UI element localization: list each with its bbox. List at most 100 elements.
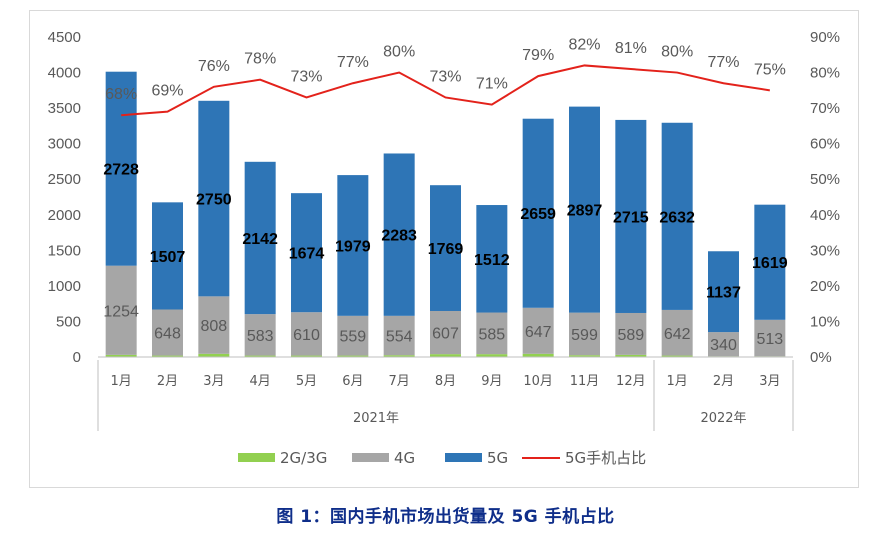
bar-5g bbox=[244, 161, 276, 315]
data-label-4g: 589 bbox=[617, 327, 644, 344]
bar-5g bbox=[430, 185, 461, 311]
bar-4g bbox=[754, 319, 786, 357]
y-right-tick-label: 10% bbox=[810, 313, 840, 330]
data-label-5g: 1512 bbox=[474, 252, 510, 269]
y-right-tick-label: 60% bbox=[810, 136, 840, 153]
y-right-tick-label: 0% bbox=[810, 349, 832, 366]
bar-4g bbox=[383, 315, 415, 356]
line-data-label: 79% bbox=[522, 47, 554, 64]
bar-5g bbox=[708, 251, 739, 333]
bar-5g bbox=[476, 205, 508, 313]
data-label-4g: 1254 bbox=[103, 303, 139, 320]
data-label-4g: 554 bbox=[386, 329, 413, 346]
bar-2g3g bbox=[615, 354, 647, 357]
x-tick-label: 4月 bbox=[250, 374, 271, 389]
bar-4g bbox=[244, 314, 276, 356]
line-data-label: 80% bbox=[661, 44, 693, 61]
bar-5g bbox=[152, 202, 183, 310]
x-tick-label: 9月 bbox=[481, 374, 502, 389]
y-left-tick-label: 1500 bbox=[48, 242, 81, 259]
x-tick-label: 3月 bbox=[759, 374, 780, 389]
data-label-4g: 648 bbox=[154, 326, 181, 343]
x-tick-label: 1月 bbox=[667, 374, 688, 389]
data-label-4g: 647 bbox=[525, 324, 552, 341]
data-label-4g: 607 bbox=[432, 326, 459, 343]
line-data-label: 77% bbox=[707, 54, 739, 71]
bar-2g3g bbox=[661, 355, 693, 357]
y-right-tick-label: 40% bbox=[810, 207, 840, 224]
line-data-label: 75% bbox=[754, 61, 786, 78]
line-data-label: 80% bbox=[383, 44, 415, 61]
y-left-tick-label: 2500 bbox=[48, 171, 81, 188]
data-label-5g: 1769 bbox=[428, 241, 464, 258]
x-tick-label: 5月 bbox=[296, 374, 317, 389]
bar-5g bbox=[522, 118, 554, 308]
data-label-4g: 808 bbox=[200, 318, 227, 335]
legend-swatch bbox=[445, 453, 482, 462]
y-right-tick-label: 30% bbox=[810, 242, 840, 259]
data-label-5g: 2897 bbox=[567, 203, 603, 220]
data-label-5g: 1507 bbox=[150, 249, 186, 266]
line-data-label: 76% bbox=[198, 58, 230, 75]
bar-5g bbox=[569, 106, 600, 313]
figure-caption: 图 1：国内手机市场出货量及 5G 手机占比 bbox=[276, 507, 615, 527]
y-right-tick-label: 70% bbox=[810, 100, 840, 117]
x-tick-label: 2月 bbox=[713, 374, 734, 389]
data-label-5g: 2659 bbox=[520, 206, 556, 223]
data-label-5g: 2728 bbox=[103, 162, 139, 179]
bar-4g bbox=[476, 312, 508, 355]
bar-4g bbox=[291, 312, 322, 356]
legend-swatch bbox=[238, 453, 275, 462]
line-data-label: 82% bbox=[568, 36, 600, 53]
line-data-label: 77% bbox=[337, 54, 369, 71]
bar-4g bbox=[569, 312, 600, 356]
y-left-tick-label: 0 bbox=[73, 349, 81, 366]
bar-2g3g bbox=[430, 354, 461, 357]
y-left-tick-label: 2000 bbox=[48, 207, 81, 224]
line-5g-share bbox=[121, 64, 770, 117]
data-label-4g: 585 bbox=[478, 326, 505, 343]
line-data-label: 69% bbox=[151, 83, 183, 100]
y-left-tick-label: 4000 bbox=[48, 65, 81, 82]
data-label-5g: 2715 bbox=[613, 209, 649, 226]
y-left-tick-label: 1000 bbox=[48, 278, 81, 295]
bar-4g bbox=[152, 309, 183, 356]
x-tick-label: 11月 bbox=[570, 374, 600, 389]
bar-5g bbox=[661, 122, 693, 310]
bar-5g bbox=[754, 204, 786, 320]
bar-2g3g bbox=[105, 354, 137, 357]
bar-2g3g bbox=[198, 353, 230, 357]
y-right-tick-label: 80% bbox=[810, 65, 840, 82]
legend-label: 2G/3G bbox=[280, 449, 327, 467]
bar-5g bbox=[291, 193, 322, 313]
bar-5g bbox=[615, 119, 647, 313]
bar-5g bbox=[198, 100, 230, 297]
bar-4g bbox=[661, 309, 693, 356]
y-left-tick-label: 4500 bbox=[48, 29, 81, 46]
data-label-5g: 1137 bbox=[706, 285, 741, 302]
line-data-label: 68% bbox=[105, 86, 137, 103]
x-group-label: 2021年 bbox=[353, 411, 399, 426]
line-data-label: 73% bbox=[429, 68, 461, 85]
data-label-5g: 1674 bbox=[289, 246, 325, 263]
data-label-4g: 559 bbox=[339, 329, 366, 346]
data-label-5g: 2283 bbox=[381, 228, 417, 245]
y-left-tick-label: 3500 bbox=[48, 100, 81, 117]
bar-4g bbox=[708, 332, 739, 357]
data-label-5g: 2750 bbox=[196, 192, 232, 209]
bar-5g bbox=[337, 175, 369, 316]
x-tick-label: 12月 bbox=[616, 374, 646, 389]
legend-label: 5G手机占比 bbox=[565, 449, 646, 467]
bar-2g3g bbox=[383, 355, 415, 357]
data-label-5g: 1979 bbox=[335, 238, 371, 255]
legend-label: 5G bbox=[487, 449, 508, 467]
bar-5g bbox=[105, 71, 137, 266]
data-label-4g: 642 bbox=[664, 326, 691, 343]
y-right-tick-label: 90% bbox=[810, 29, 840, 46]
x-tick-label: 1月 bbox=[111, 374, 132, 389]
data-label-4g: 610 bbox=[293, 327, 320, 344]
bar-4g bbox=[337, 315, 369, 356]
bar-4g bbox=[615, 312, 647, 355]
data-label-4g: 340 bbox=[710, 337, 737, 354]
y-right-tick-label: 20% bbox=[810, 278, 840, 295]
